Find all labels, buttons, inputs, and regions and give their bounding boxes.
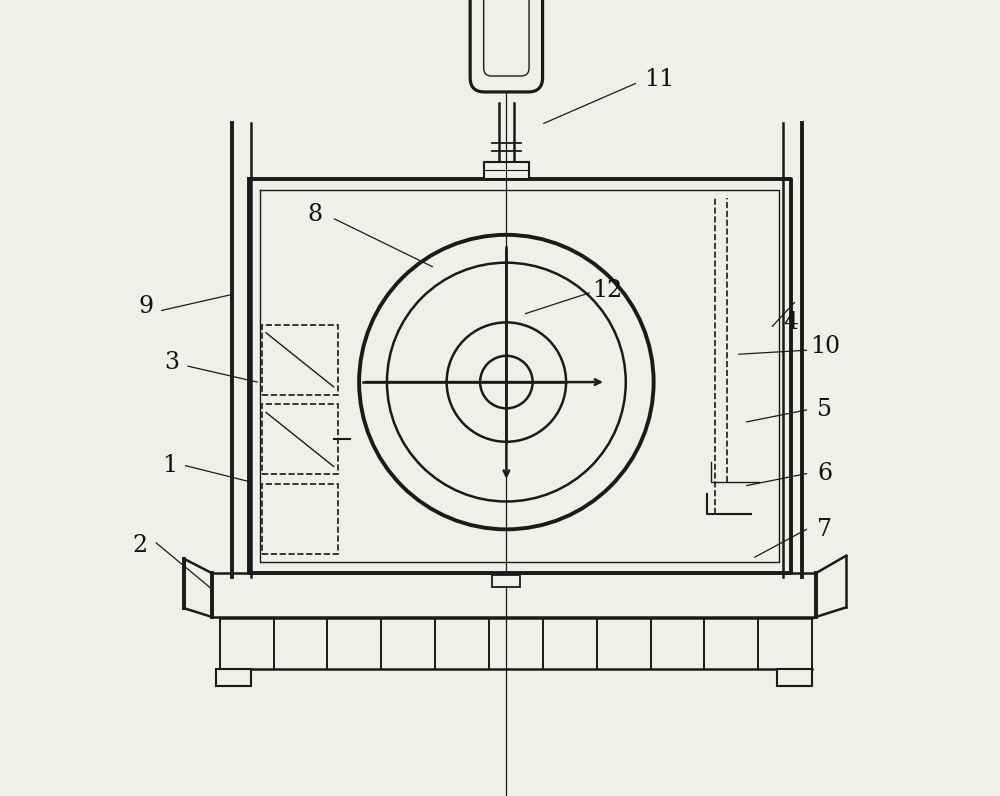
- Text: 7: 7: [817, 518, 832, 540]
- Text: 1: 1: [162, 455, 177, 477]
- FancyBboxPatch shape: [470, 0, 543, 92]
- Bar: [262, 484, 338, 554]
- Bar: [492, 575, 520, 587]
- Text: 8: 8: [308, 204, 323, 226]
- FancyBboxPatch shape: [484, 0, 529, 76]
- Text: 9: 9: [138, 295, 153, 318]
- Text: 2: 2: [133, 534, 148, 556]
- Text: 3: 3: [165, 351, 180, 373]
- Text: 11: 11: [644, 68, 674, 91]
- Bar: [216, 669, 251, 686]
- Text: 5: 5: [817, 399, 832, 421]
- Bar: [484, 162, 529, 179]
- Text: 12: 12: [592, 279, 623, 302]
- Bar: [777, 669, 812, 686]
- Bar: [262, 404, 338, 474]
- Text: 6: 6: [817, 462, 832, 485]
- Text: 4: 4: [783, 311, 798, 334]
- Bar: [262, 325, 338, 395]
- Text: 10: 10: [810, 335, 840, 357]
